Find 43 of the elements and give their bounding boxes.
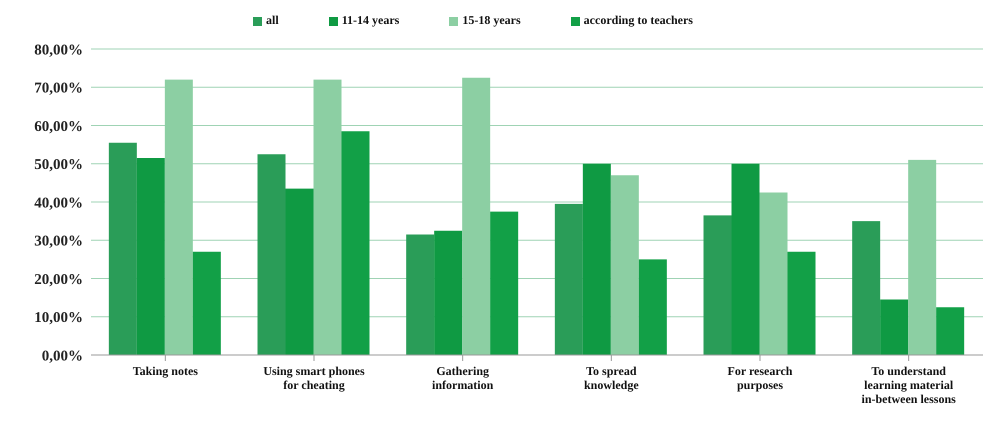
bar <box>582 164 611 355</box>
y-tick-label: 60,00% <box>34 118 83 135</box>
legend-label: all <box>266 13 279 27</box>
bar <box>880 300 908 355</box>
x-tick-label: To spread knowledge <box>584 364 640 392</box>
bar <box>286 188 314 355</box>
bar <box>732 164 760 355</box>
bar <box>108 142 137 355</box>
bar <box>908 160 936 355</box>
bar <box>434 230 462 355</box>
bar <box>788 252 816 355</box>
y-tick-label: 0,00% <box>42 348 83 364</box>
legend-label: 15-18 years <box>462 13 521 27</box>
bar <box>638 259 667 355</box>
x-tick-label: For research purposes <box>728 364 793 392</box>
bar <box>610 175 639 355</box>
y-tick-label: 40,00% <box>34 195 83 212</box>
y-tick-label: 30,00% <box>34 234 83 250</box>
x-tick-label: Gathering information <box>432 364 494 392</box>
bar <box>554 204 583 355</box>
y-tick-label: 50,00% <box>34 157 83 174</box>
y-tick-label: 20,00% <box>34 272 83 288</box>
y-tick-label: 70,00% <box>34 80 83 97</box>
x-tick-label: Taking notes <box>132 364 198 378</box>
y-tick-label: 10,00% <box>34 310 83 326</box>
bar <box>136 158 165 355</box>
bar <box>164 80 193 355</box>
bar <box>406 234 434 355</box>
bar <box>490 212 518 355</box>
bar <box>314 80 342 355</box>
x-tick-label: Using smart phones for cheating <box>263 364 365 392</box>
bar <box>192 252 221 355</box>
x-tick-label: To understand learning material in-between lessons <box>861 364 956 406</box>
bar <box>852 221 880 355</box>
legend-label: 11-14 years <box>342 13 400 27</box>
legend-label: according to teachers <box>584 13 693 27</box>
bar <box>258 154 286 355</box>
bar <box>704 215 732 355</box>
bar <box>342 131 370 355</box>
bar <box>462 78 490 355</box>
bar <box>760 192 788 355</box>
bar <box>936 307 964 355</box>
y-tick-label: 80,00% <box>34 42 83 58</box>
